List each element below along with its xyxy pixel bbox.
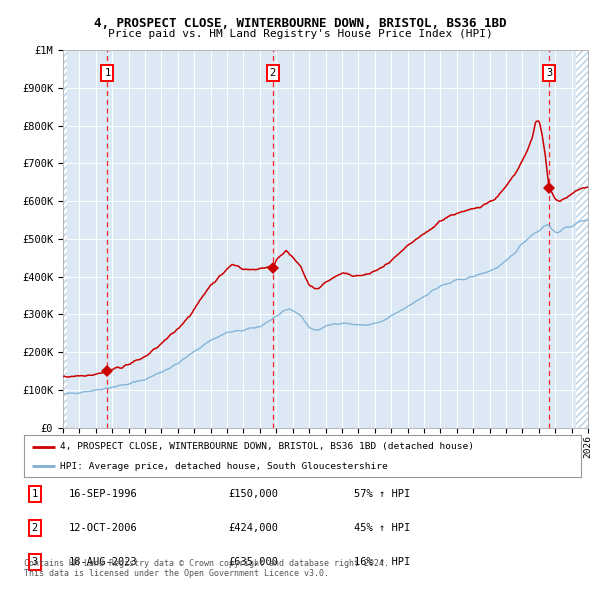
Text: 1: 1 [32, 489, 38, 499]
Bar [63, 50, 67, 428]
Text: 3: 3 [32, 558, 38, 567]
Text: 2: 2 [270, 68, 276, 78]
Text: HPI: Average price, detached house, South Gloucestershire: HPI: Average price, detached house, Sout… [60, 462, 388, 471]
Text: 1: 1 [104, 68, 110, 78]
Text: 45% ↑ HPI: 45% ↑ HPI [354, 523, 410, 533]
Text: Price paid vs. HM Land Registry's House Price Index (HPI): Price paid vs. HM Land Registry's House … [107, 29, 493, 39]
Text: Contains HM Land Registry data © Crown copyright and database right 2024.
This d: Contains HM Land Registry data © Crown c… [24, 559, 389, 578]
Text: £635,000: £635,000 [228, 558, 278, 567]
Bar [575, 50, 592, 428]
Text: £424,000: £424,000 [228, 523, 278, 533]
Text: 4, PROSPECT CLOSE, WINTERBOURNE DOWN, BRISTOL, BS36 1BD: 4, PROSPECT CLOSE, WINTERBOURNE DOWN, BR… [94, 17, 506, 30]
Text: 4, PROSPECT CLOSE, WINTERBOURNE DOWN, BRISTOL, BS36 1BD (detached house): 4, PROSPECT CLOSE, WINTERBOURNE DOWN, BR… [60, 442, 474, 451]
Text: £150,000: £150,000 [228, 489, 278, 499]
Text: 3: 3 [546, 68, 552, 78]
Text: 2: 2 [32, 523, 38, 533]
Text: 57% ↑ HPI: 57% ↑ HPI [354, 489, 410, 499]
Text: 16-SEP-1996: 16-SEP-1996 [69, 489, 138, 499]
Text: 18-AUG-2023: 18-AUG-2023 [69, 558, 138, 567]
Text: 16% ↑ HPI: 16% ↑ HPI [354, 558, 410, 567]
Text: 12-OCT-2006: 12-OCT-2006 [69, 523, 138, 533]
